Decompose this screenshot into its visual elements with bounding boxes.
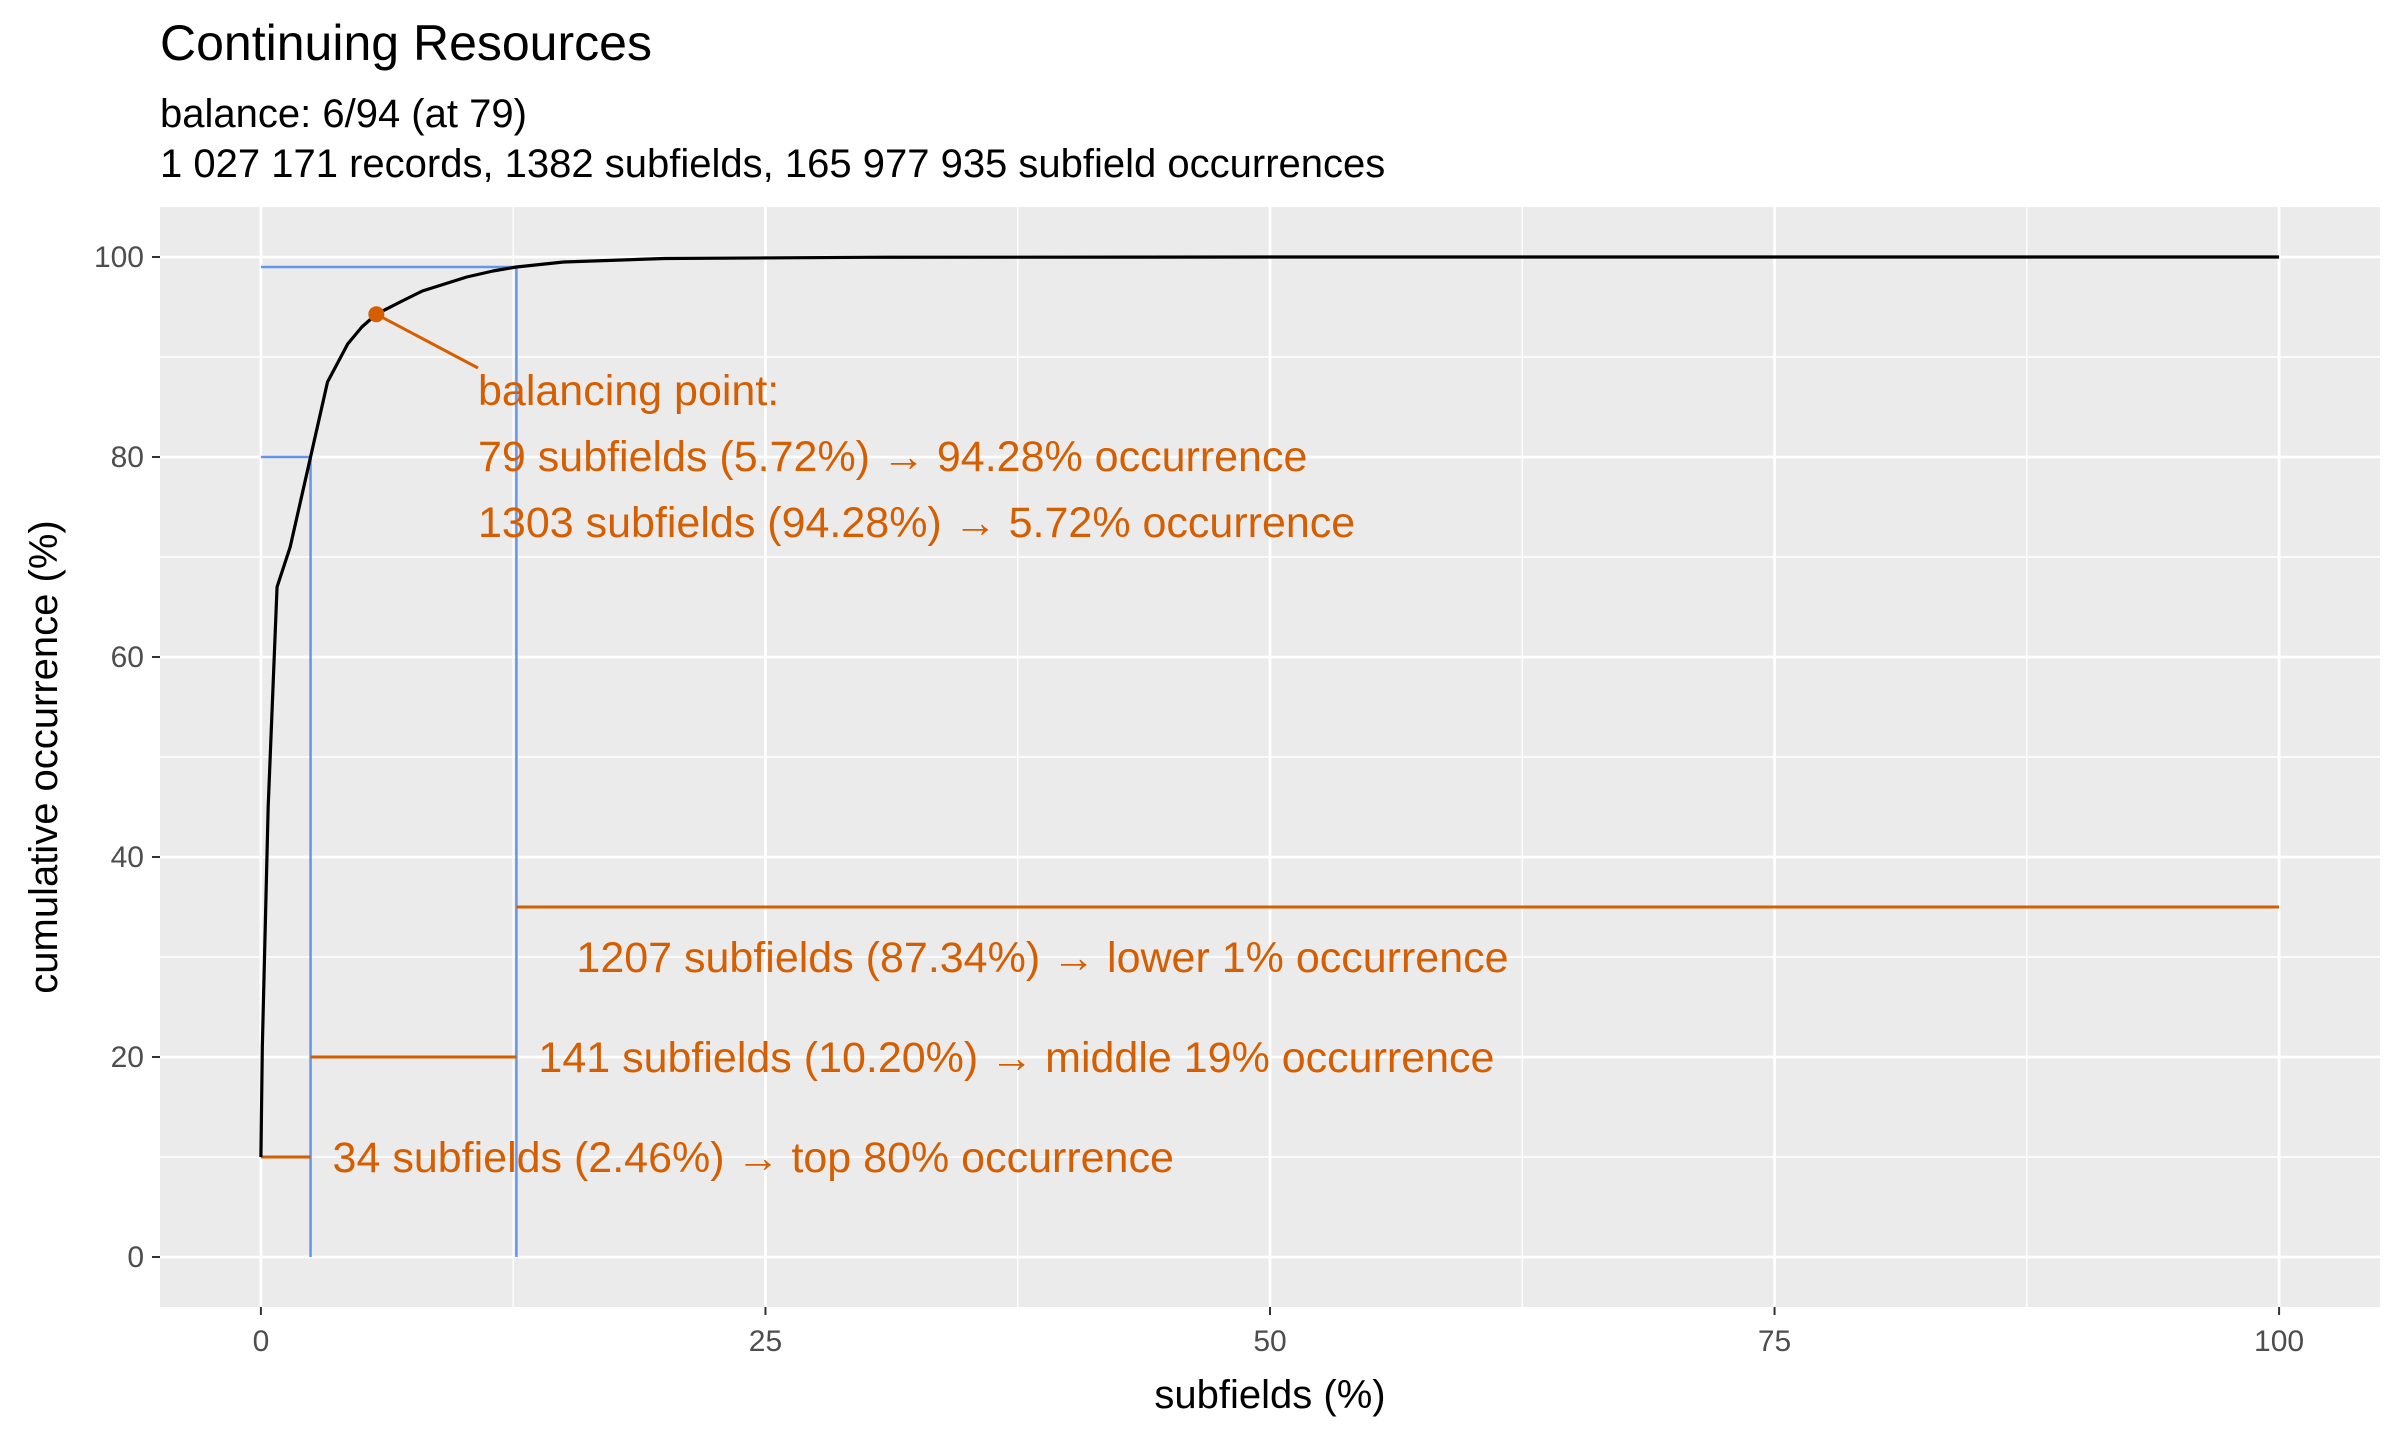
balance-leader-line: [375, 312, 479, 370]
chart-subtitle-balance: balance: 6/94 (at 79): [160, 92, 527, 136]
y-tick-label: 100: [94, 241, 144, 274]
x-tick-label: 25: [749, 1325, 782, 1358]
x-tick-label: 50: [1253, 1325, 1286, 1358]
y-tick-label: 20: [111, 1041, 144, 1074]
x-axis: 0 25 50 75 100: [253, 1307, 2304, 1358]
x-tick-label: 0: [253, 1325, 270, 1358]
balance-annotation-line-2: 1303 subfields (94.28%) → 5.72% occurren…: [478, 499, 1355, 547]
balance-annotation-line-0: balancing point:: [478, 367, 779, 415]
balance-annotation-line-1: 79 subfields (5.72%) → 94.28% occurrence: [478, 433, 1307, 481]
y-axis-title: cumulative occurrence (%): [22, 520, 66, 994]
cumulative-curve-line: [259, 255, 2280, 1158]
guide-lines: [260, 265, 518, 1257]
chart-subtitle-counts: 1 027 171 records, 1382 subfields, 165 9…: [160, 142, 1385, 186]
cumulative-curve: [259, 255, 2280, 1158]
x-tick-label: 75: [1758, 1325, 1791, 1358]
y-tick-label: 80: [111, 441, 144, 474]
y-axis: 0 20 40 60 80 100: [94, 241, 160, 1274]
x-axis-title: subfields (%): [1154, 1373, 1385, 1417]
range-segments: 34 subfields (2.46%) → top 80% occurrenc…: [260, 905, 2280, 1182]
x-tick-label: 100: [2254, 1325, 2304, 1358]
balance-point-marker: [368, 306, 385, 323]
range-segment-label-0: 34 subfields (2.46%) → top 80% occurrenc…: [333, 1134, 1174, 1182]
y-tick-label: 40: [111, 841, 144, 874]
range-segment-label-1: 141 subfields (10.20%) → middle 19% occu…: [538, 1034, 1494, 1082]
y-tick-label: 0: [127, 1241, 144, 1274]
range-segment-label-2: 1207 subfields (87.34%) → lower 1% occur…: [576, 934, 1508, 982]
chart-title: Continuing Resources: [160, 15, 652, 71]
annotations: balancing point: 79 subfields (5.72%) → 9…: [368, 306, 1355, 547]
y-tick-label: 60: [111, 641, 144, 674]
